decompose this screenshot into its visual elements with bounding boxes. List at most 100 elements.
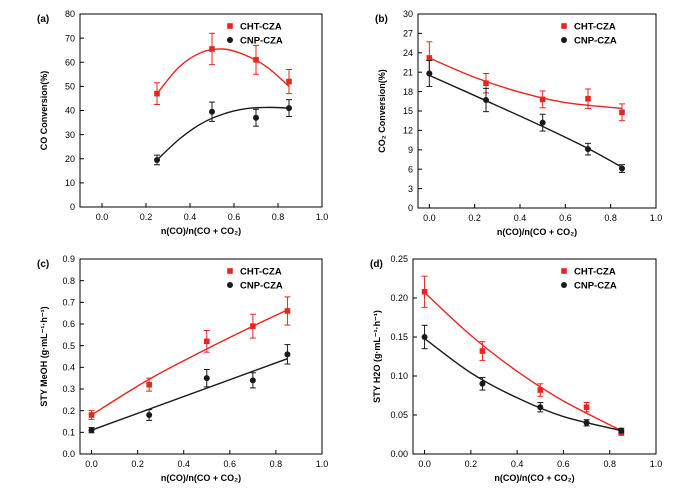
x-axis-title: n(CO)/n(CO + CO₂) [497,227,577,237]
legend-label: CNP-CZA [574,281,617,292]
x-tick-label: 0.0 [418,459,431,469]
x-tick-label: 0.4 [511,459,524,469]
y-axis-title: CO₂ Conversion(%) [377,69,387,153]
y-tick-label: 70 [65,33,75,43]
legend: CHT-CZA CNP-CZA [561,22,617,47]
data-point [286,78,292,85]
fit-curve [91,309,288,416]
y-tick-label: 0 [408,203,413,213]
data-point [209,108,215,115]
data-point [249,377,256,384]
data-point [284,308,291,314]
legend-marker [561,23,567,29]
y-tick-label: 0.8 [62,276,75,286]
series-cnp-cza [88,344,291,434]
y-tick-label: 0.00 [390,449,408,459]
chart-panel-3: (c) 0.0 0.2 0.4 0.6 0.8 1.0 0.0 0.1 0.2 0.3 0.4 0.5 0… [37,254,328,483]
legend-marker [227,23,233,29]
y-axis-title: STY MeOH (g·mL⁻¹·h⁻¹) [39,306,49,406]
data-point [483,80,489,86]
data-point [250,323,256,329]
y-tick-label: 0.7 [62,298,75,308]
x-tick-label: 0.6 [559,213,572,223]
y-tick-label: 3 [408,184,413,194]
y-tick-label: 12 [403,126,413,136]
legend-label: CNP-CZA [574,36,617,47]
x-tick-label: 1.0 [316,459,329,469]
x-axis-title: n(CO)/n(CO + CO₂) [161,473,241,483]
y-tick-label: 15 [403,106,413,116]
x-tick-label: 0.8 [603,459,616,469]
y-tick-label: 0.25 [390,254,408,264]
x-tick-label: 0.2 [140,212,153,222]
x-tick-label: 0.2 [465,459,478,469]
series-cht-cza [426,41,625,122]
data-point [583,404,590,410]
legend-label: CHT-CZA [240,267,282,278]
data-point [479,380,486,387]
legend-marker [227,37,233,43]
y-tick-label: 0.6 [62,319,75,329]
y-tick-label: 6 [408,164,413,174]
y-tick-label: 24 [403,48,413,58]
x-tick-label: 0.4 [177,459,190,469]
fit-curve [429,74,623,168]
x-axis-title: n(CO)/n(CO + CO₂) [161,226,241,236]
data-point [585,146,591,153]
fit-curve [429,57,623,110]
data-point [209,46,215,52]
plot-frame [79,258,323,455]
data-point [154,156,160,163]
series-cht-cza [421,275,625,436]
legend-label: CNP-CZA [240,281,283,292]
y-tick-label: 0.05 [390,410,408,420]
y-tick-label: 21 [403,67,413,77]
y-tick-label: 0.9 [62,254,75,264]
x-tick-label: 1.0 [650,213,663,223]
legend: CHT-CZA CNP-CZA [227,267,283,292]
y-tick-label: 0.10 [390,371,408,381]
y-tick-label: 20 [65,154,75,164]
y-axis-title: STY H2O (g·mL⁻¹·h⁻¹) [372,310,382,403]
legend-marker [561,37,567,43]
x-tick-label: 0.6 [224,459,237,469]
y-tick-label: 40 [65,106,75,116]
plot-frame [412,258,657,455]
data-point [583,419,590,426]
x-tick-label: 0.8 [270,459,283,469]
x-tick-label: 0.8 [604,213,617,223]
series-cnp-cza [154,99,292,166]
y-tick-label: 0.0 [62,449,75,459]
data-point [146,412,153,418]
y-tick-label: 0.1 [62,428,75,438]
legend-label: CHT-CZA [574,22,616,33]
data-point [539,96,546,103]
panel-label: (d) [370,259,383,270]
series-cht-cza [88,296,291,420]
data-point [88,412,95,418]
panel-label: (a) [37,14,49,25]
x-tick-label: 0.6 [557,459,570,469]
x-tick-label: 0.4 [514,213,527,223]
series-cnp-cza [421,324,625,434]
data-point [618,427,625,434]
x-tick-label: 0.0 [96,212,109,222]
data-point [537,404,544,411]
data-point [539,119,546,126]
y-tick-label: 0.3 [62,384,75,394]
y-tick-label: 0.2 [62,406,75,416]
data-point [286,105,292,112]
y-tick-label: 30 [65,130,75,140]
x-tick-label: 0.2 [131,459,144,469]
data-point [537,387,544,393]
data-point [426,70,433,77]
data-point [421,334,428,340]
x-tick-label: 0.4 [184,212,197,222]
x-tick-label: 0.0 [85,459,98,469]
legend-label: CHT-CZA [240,22,282,33]
data-point [203,375,210,382]
y-tick-label: 10 [65,178,75,188]
data-point [421,288,428,295]
legend-label: CHT-CZA [574,267,616,278]
